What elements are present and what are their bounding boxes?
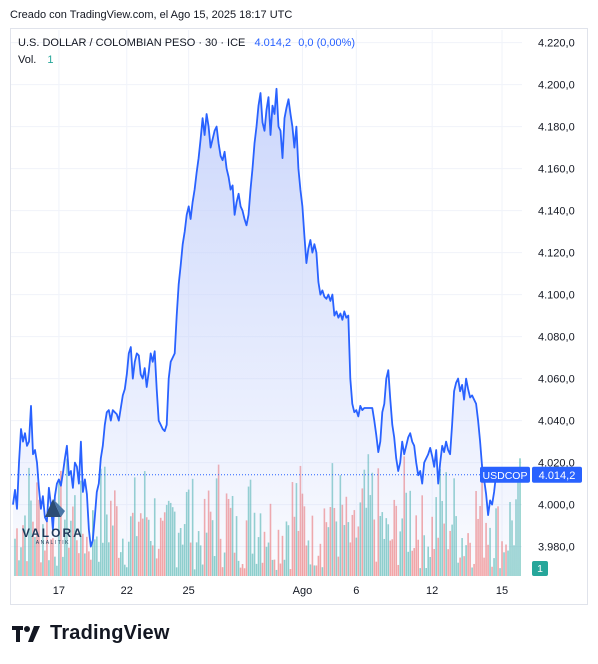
chart-frame: Creado con TradingView.com, el Ago 15, 2… bbox=[10, 9, 588, 605]
created-by-text: Creado con TradingView.com, el Ago 15, 2… bbox=[10, 9, 293, 21]
x-tick-label: 15 bbox=[496, 585, 508, 597]
x-tick-label: 22 bbox=[121, 585, 133, 597]
y-tick-label: 3.980,0 bbox=[538, 542, 575, 554]
ticker-badge-label: USDCOP bbox=[483, 470, 528, 482]
y-tick-label: 4.040,0 bbox=[538, 416, 575, 428]
y-tick-label: 4.000,0 bbox=[538, 500, 575, 512]
price-area bbox=[13, 88, 520, 577]
y-tick-label: 4.140,0 bbox=[538, 206, 575, 218]
y-tick-label: 4.200,0 bbox=[538, 80, 575, 92]
price-line[interactable] bbox=[12, 87, 520, 548]
y-tick-label: 4.100,0 bbox=[538, 290, 575, 302]
y-tick-label: 4.180,0 bbox=[538, 122, 575, 134]
x-tick-label: 12 bbox=[426, 585, 438, 597]
x-tick-label: Ago bbox=[293, 585, 313, 597]
last-price: 4.014,2 bbox=[254, 37, 292, 49]
x-tick-label: 25 bbox=[183, 585, 195, 597]
volume-value: 1 bbox=[47, 54, 54, 66]
legend: U.S. DOLLAR / COLOMBIAN PESO · 30 · ICE … bbox=[18, 35, 355, 69]
valora-logo-icon bbox=[44, 499, 65, 517]
price-badge-label: 4.014,2 bbox=[539, 470, 576, 482]
valora-watermark: VALORA ANALITIK bbox=[22, 497, 84, 546]
ticker-badge[interactable] bbox=[480, 466, 530, 483]
valora-sub: ANALITIK bbox=[35, 540, 70, 546]
price-chart[interactable]: 3.980,0 4.000,0 4.020,0 4.040,0 4.060,0 4.080… bbox=[0, 0, 598, 610]
y-tick-label: 4.020,0 bbox=[538, 458, 575, 470]
y-tick-label: 4.060,0 bbox=[538, 374, 575, 386]
x-tick-label: 6 bbox=[353, 585, 359, 597]
volume-badge-label: 1 bbox=[537, 563, 543, 575]
price-badge[interactable] bbox=[532, 466, 582, 483]
volume-badge[interactable] bbox=[532, 561, 548, 576]
y-tick-label: 4.120,0 bbox=[538, 248, 575, 260]
tradingview-logo-icon bbox=[12, 625, 40, 642]
tradingview-brand-text: TradingView bbox=[50, 622, 170, 644]
valora-name: VALORA bbox=[22, 526, 84, 540]
x-tick-label: 17 bbox=[53, 585, 65, 597]
volume-label[interactable]: Vol. bbox=[18, 54, 37, 66]
symbol-name[interactable]: U.S. DOLLAR / COLOMBIAN PESO · 30 · ICE bbox=[18, 37, 246, 49]
price-change: 0,0 (0,00%) bbox=[298, 37, 356, 49]
y-tick-label: 4.080,0 bbox=[538, 332, 575, 344]
chart-area[interactable] bbox=[10, 28, 588, 605]
y-tick-label: 4.220,0 bbox=[538, 38, 575, 50]
y-tick-label: 4.160,0 bbox=[538, 164, 575, 176]
tradingview-brand[interactable]: TradingView bbox=[12, 622, 170, 645]
